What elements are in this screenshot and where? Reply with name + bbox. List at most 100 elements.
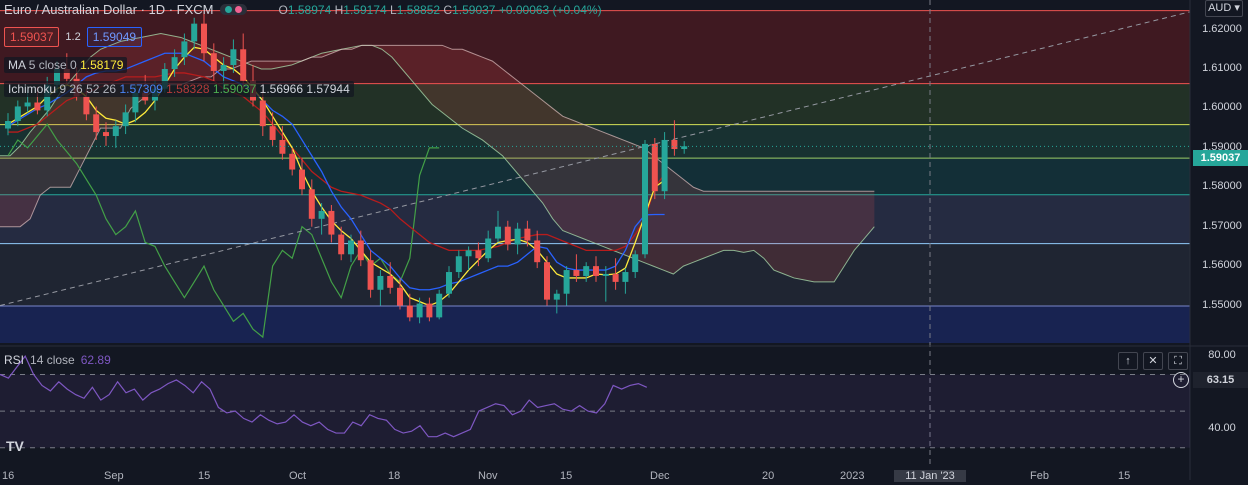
candle-body <box>681 146 688 150</box>
time-tick-label: 15 <box>560 470 573 482</box>
ichimoku-params: 9 26 52 26 <box>59 82 117 96</box>
buy-button[interactable]: 1.59049 <box>86 27 143 47</box>
candle-body <box>63 68 70 79</box>
sell-button[interactable]: 1.59037 <box>4 27 60 47</box>
time-tick-label: Nov <box>478 470 498 482</box>
move-pane-up-icon[interactable]: ↑ <box>1118 352 1138 370</box>
candle-body <box>514 228 521 245</box>
price-tick-label: 1.57000 <box>1202 219 1242 232</box>
open-value: 1.58974 <box>287 2 332 17</box>
candle-body <box>642 143 648 255</box>
candle-body <box>181 41 188 58</box>
ichimoku-legend[interactable]: Ichimoku 9 26 52 26 1.57309 1.58328 1.59… <box>4 81 354 97</box>
candle-body <box>279 139 286 154</box>
candle-body <box>191 23 198 42</box>
price-tick-label: 1.61000 <box>1202 61 1242 74</box>
candle-body <box>397 287 403 306</box>
time-tick-label: Feb <box>1030 470 1049 482</box>
ichimoku-span-a <box>0 33 875 283</box>
candle-body <box>220 65 227 71</box>
candle-body <box>230 49 237 66</box>
level-band <box>0 305 1190 343</box>
rsi-tick-label: 40.00 <box>1208 422 1236 435</box>
candle-body <box>201 23 207 54</box>
candle-body <box>632 254 639 273</box>
candle-body <box>544 262 550 300</box>
rsi-label: RSI <box>4 353 25 367</box>
price-tick-label: 1.60000 <box>1202 101 1242 114</box>
rsi-params: 14 close <box>30 353 75 367</box>
candle-body <box>93 114 100 133</box>
candle-body <box>34 102 41 111</box>
time-tick-label: Sep <box>104 470 124 482</box>
rsi-legend[interactable]: RSI 14 close 62.89 <box>4 353 111 367</box>
candle-body <box>318 210 325 219</box>
candle-body <box>446 272 452 294</box>
candle-body <box>240 49 247 81</box>
status-dots[interactable] <box>219 4 247 15</box>
candle-body <box>612 274 619 282</box>
candle-body <box>308 189 315 219</box>
rsi-value: 62.89 <box>80 353 111 367</box>
ma-params: 5 close 0 <box>28 58 77 72</box>
time-tick-label: Oct <box>289 470 307 482</box>
level-band <box>0 158 1190 195</box>
close-value: 1.59037 <box>452 2 496 17</box>
close-pane-icon[interactable]: ✕ <box>1143 352 1163 370</box>
candle-body <box>436 293 443 318</box>
candle-body <box>387 275 394 288</box>
time-tick-label: 18 <box>388 470 401 482</box>
candle-body <box>622 272 629 282</box>
ma-line <box>7 46 665 307</box>
ichimoku-label: Ichimoku <box>8 82 57 96</box>
candle-body <box>495 226 501 239</box>
candle-body <box>426 303 433 318</box>
open-label: O <box>278 2 288 17</box>
ohlc-values: O1.58974 H1.59174 L1.58852 C1.59037 +0.0… <box>279 3 602 17</box>
change-value: +0.00063 (+0.04%) <box>498 2 602 17</box>
high-value: 1.59174 <box>343 2 387 17</box>
price-tick-label: 1.55000 <box>1202 298 1242 311</box>
candle-body <box>475 250 482 259</box>
symbol-title[interactable]: Euro / Australian Dollar · 1D · FXCM <box>4 2 214 17</box>
candle-body <box>299 169 305 190</box>
span-b-value: 1.57944 <box>306 82 350 96</box>
low-value: 1.58852 <box>396 2 441 17</box>
time-tick-label: 20 <box>762 470 775 482</box>
level-band <box>0 124 1190 159</box>
ma-legend[interactable]: MA 5 close 0 1.58179 <box>4 57 128 73</box>
spread-value: 1.2 <box>65 31 81 43</box>
time-tick-label: Dec <box>650 470 670 482</box>
tenkan-value: 1.57309 <box>119 82 163 96</box>
price-tick-label: 1.56000 <box>1202 259 1242 272</box>
candle-body <box>485 238 492 259</box>
candle-body <box>534 240 541 263</box>
market-status-dot <box>224 6 232 13</box>
candle-body <box>103 132 109 137</box>
maximize-pane-icon[interactable]: ⛶ <box>1168 352 1188 370</box>
currency-dropdown[interactable]: AUD ▾ <box>1205 0 1243 17</box>
candle-body <box>602 274 609 276</box>
candle-body <box>357 240 364 261</box>
ma-label: MA <box>8 58 26 72</box>
candle-body <box>465 250 472 257</box>
candle-body <box>5 121 11 129</box>
candle-body <box>328 210 335 235</box>
candle-body <box>338 234 345 255</box>
candle-body <box>563 270 570 294</box>
candle-body <box>161 68 168 89</box>
add-plus-icon[interactable]: + <box>1173 372 1189 388</box>
price-tick-label: 1.58000 <box>1202 180 1242 193</box>
time-tick-label: 2023 <box>840 470 865 482</box>
candle-body <box>269 126 276 140</box>
candle-body <box>171 57 178 69</box>
tradingview-logo-icon[interactable]: TV <box>6 438 24 454</box>
candle-body <box>289 153 296 170</box>
candle-body <box>593 266 599 276</box>
candle-body <box>348 240 354 255</box>
candle-body <box>651 143 658 192</box>
candle-body <box>24 102 31 107</box>
candle-body <box>406 305 413 318</box>
